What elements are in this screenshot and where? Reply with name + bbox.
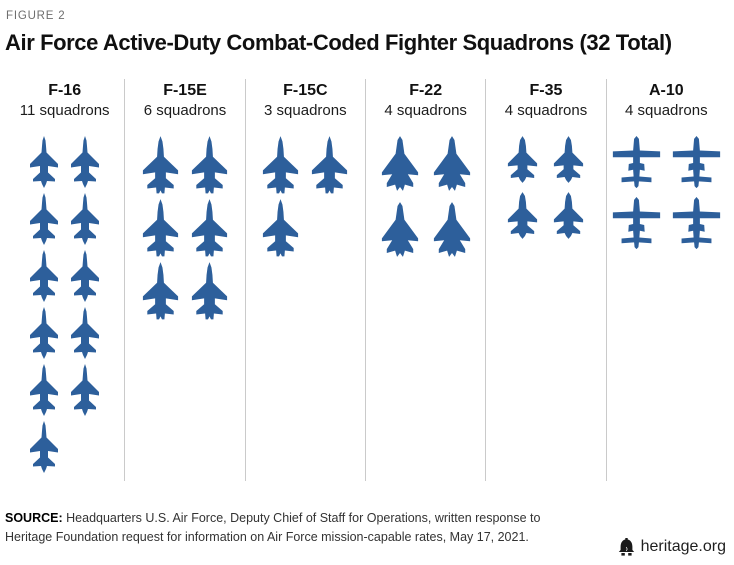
squadron-count: 4 squadrons (625, 102, 708, 120)
f15-aircraft-icon (308, 136, 351, 195)
f16-aircraft-icon (27, 193, 61, 245)
f15-aircraft-icon (139, 199, 182, 258)
f16-aircraft-icon (27, 421, 61, 473)
column-f15c: F-15C 3 squadrons (244, 79, 365, 482)
f22-aircraft-icon (377, 136, 423, 194)
aircraft-name: F-22 (409, 82, 443, 100)
squadron-count: 4 squadrons (384, 102, 467, 120)
source-label: SOURCE: (5, 511, 63, 525)
column-header: F-16 11 squadrons (5, 79, 124, 119)
column-header: F-35 4 squadrons (486, 79, 605, 119)
f15-aircraft-icon (259, 136, 302, 195)
column-header: F-15E 6 squadrons (125, 79, 244, 119)
squadron-count: 4 squadrons (504, 102, 588, 120)
a10-aircraft-icon (610, 197, 663, 251)
f35-aircraft-icon (504, 192, 541, 239)
f16-aircraft-icon (68, 307, 102, 359)
aircraft-name: F-15E (163, 82, 207, 100)
heritage-branding[interactable]: heritage.org (618, 538, 726, 556)
a10-aircraft-icon (670, 197, 723, 251)
f16-aircraft-icon (27, 364, 61, 416)
icon-grid-a10 (607, 136, 726, 251)
icon-grid-f15c (246, 136, 365, 258)
squadron-pictograph: F-16 11 squadrons F-15E 6 squadrons F-15… (5, 79, 726, 482)
source-text: Headquarters U.S. Air Force, Deputy Chie… (5, 511, 541, 544)
f16-aircraft-icon (27, 136, 61, 188)
f15-aircraft-icon (139, 136, 182, 195)
column-f16: F-16 11 squadrons (5, 79, 124, 481)
f16-aircraft-icon (68, 250, 102, 302)
column-header: A-10 4 squadrons (607, 79, 726, 119)
a10-aircraft-icon (670, 136, 723, 190)
column-f35: F-35 4 squadrons (485, 79, 605, 482)
f35-aircraft-icon (504, 136, 541, 183)
aircraft-name: F-35 (529, 82, 563, 100)
figure-label: FIGURE 2 (6, 10, 66, 22)
aircraft-name: A-10 (648, 82, 684, 100)
column-header: F-15C 3 squadrons (246, 79, 365, 119)
f16-aircraft-icon (27, 307, 61, 359)
f35-aircraft-icon (550, 136, 587, 183)
a10-aircraft-icon (610, 136, 663, 190)
aircraft-name: F-15C (283, 82, 328, 100)
squadron-count: 3 squadrons (264, 102, 347, 120)
f16-aircraft-icon (68, 193, 102, 245)
squadron-count: 11 squadrons (19, 102, 110, 120)
f16-aircraft-icon (27, 250, 61, 302)
liberty-bell-icon (618, 538, 634, 556)
column-header: F-22 4 squadrons (366, 79, 485, 119)
f22-aircraft-icon (377, 202, 423, 260)
f15-aircraft-icon (188, 262, 231, 321)
f15-aircraft-icon (188, 136, 231, 195)
column-f15e: F-15E 6 squadrons (124, 79, 244, 482)
column-f22: F-22 4 squadrons (364, 79, 485, 482)
icon-grid-f16 (5, 136, 124, 473)
chart-title: Air Force Active-Duty Combat-Coded Fight… (5, 30, 672, 55)
f16-aircraft-icon (68, 136, 102, 188)
column-a10: A-10 4 squadrons (605, 79, 726, 482)
f15-aircraft-icon (259, 199, 302, 258)
icon-grid-f22 (366, 136, 485, 260)
f16-aircraft-icon (68, 364, 102, 416)
f15-aircraft-icon (139, 262, 182, 321)
source-note: SOURCE: Headquarters U.S. Air Force, Dep… (5, 509, 550, 547)
icon-grid-f35 (486, 136, 605, 239)
heritage-url: heritage.org (640, 538, 726, 555)
squadron-count: 6 squadrons (143, 102, 227, 120)
aircraft-name: F-16 (48, 82, 82, 100)
icon-grid-f15e (125, 136, 244, 321)
f35-aircraft-icon (550, 192, 587, 239)
f22-aircraft-icon (429, 136, 475, 194)
figure-page: FIGURE 2 Air Force Active-Duty Combat-Co… (5, 10, 734, 482)
f22-aircraft-icon (429, 202, 475, 260)
f15-aircraft-icon (188, 199, 231, 258)
